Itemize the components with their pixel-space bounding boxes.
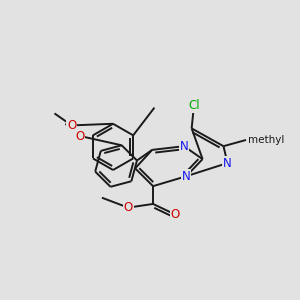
Text: methyl: methyl: [248, 135, 285, 145]
Text: Cl: Cl: [188, 99, 200, 112]
Text: O: O: [75, 130, 85, 142]
Text: O: O: [124, 201, 133, 214]
Text: O: O: [75, 130, 85, 142]
Text: N: N: [223, 157, 232, 169]
Text: N: N: [180, 140, 188, 153]
Text: O: O: [67, 119, 76, 132]
Text: O: O: [171, 208, 180, 221]
Text: N: N: [182, 170, 191, 183]
